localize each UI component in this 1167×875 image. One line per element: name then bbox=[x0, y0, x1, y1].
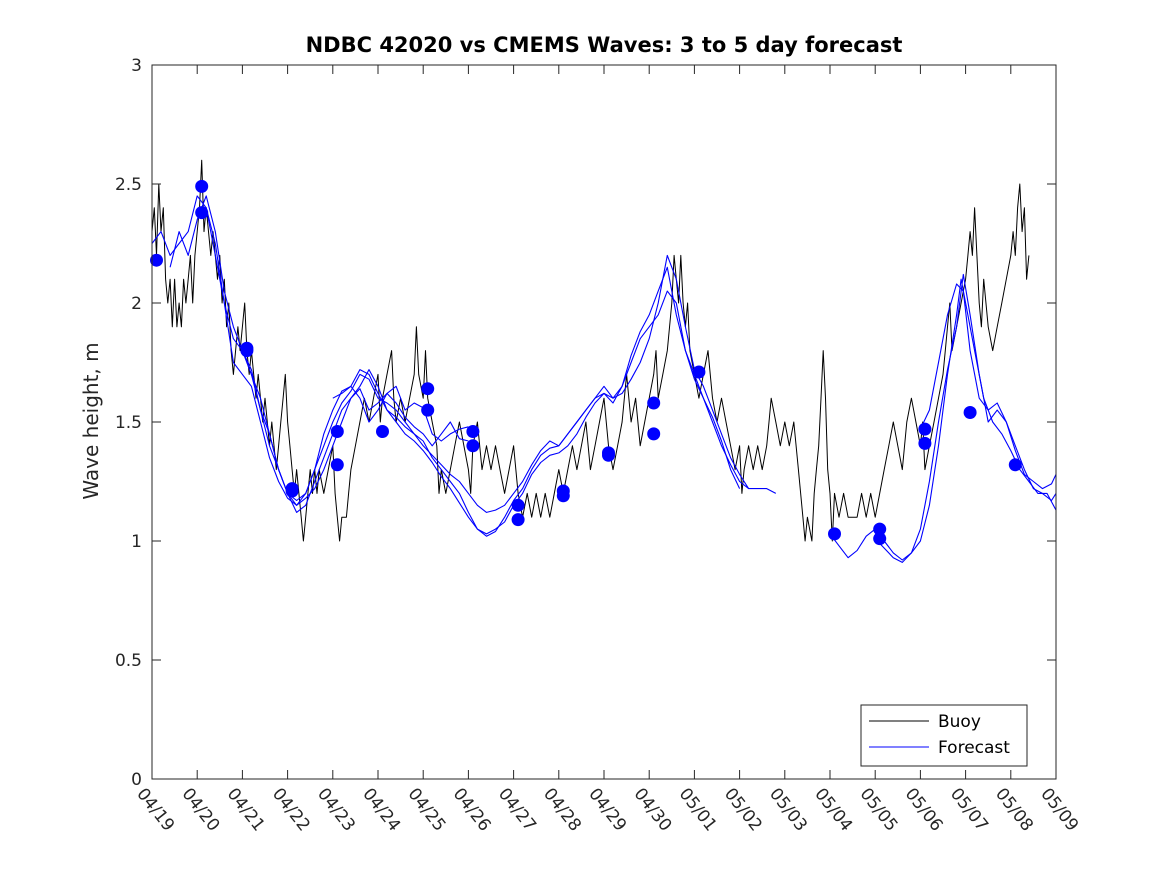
forecast-marker-25 bbox=[873, 532, 887, 546]
series-line-forecast-3 bbox=[241, 290, 749, 535]
y-axis-label: Wave height, m bbox=[79, 342, 103, 499]
x-tick-label: 04/21 bbox=[223, 784, 269, 835]
x-tick-label: 04/23 bbox=[313, 784, 359, 835]
series-line-forecast-4 bbox=[332, 266, 741, 537]
y-axis: 0 0.5 1 1.5 2 2.5 3 bbox=[115, 56, 1056, 790]
forecast-marker-8 bbox=[330, 458, 344, 472]
series-line-forecast-2 bbox=[196, 207, 777, 513]
forecast-marker-12 bbox=[466, 425, 480, 438]
x-tick-label: 05/09 bbox=[1036, 784, 1082, 835]
forecast-marker-7 bbox=[330, 425, 344, 438]
forecast-marker-9 bbox=[376, 425, 389, 438]
legend-label-forecast: Forecast bbox=[938, 738, 1010, 758]
x-tick-label: 05/08 bbox=[991, 784, 1037, 835]
legend-label-buoy: Buoy bbox=[938, 712, 981, 732]
series-line-forecast-7 bbox=[919, 283, 1057, 502]
forecast-marker-28 bbox=[963, 406, 977, 419]
y-tick-label: 3 bbox=[131, 56, 142, 76]
legend-box bbox=[860, 704, 1028, 767]
x-tick-label: 04/19 bbox=[132, 784, 178, 835]
legend: Buoy Forecast bbox=[860, 704, 1028, 767]
y-tick-label: 1.5 bbox=[115, 413, 142, 433]
plot-area bbox=[152, 65, 1056, 779]
forecast-marker-24 bbox=[873, 522, 887, 536]
forecast-marker-23 bbox=[828, 527, 841, 541]
x-tick-label: 04/27 bbox=[494, 784, 540, 835]
y-tick-label: 2.5 bbox=[115, 175, 142, 195]
x-tick-label: 04/22 bbox=[268, 784, 314, 835]
x-tick-label: 05/07 bbox=[946, 784, 992, 835]
forecast-marker-21 bbox=[647, 427, 661, 441]
series-line-forecast-1 bbox=[169, 195, 469, 502]
forecast-marker-1 bbox=[195, 179, 209, 193]
y-tick-label: 0 bbox=[131, 770, 142, 790]
forecast-marker-22 bbox=[692, 365, 706, 379]
y-tick-label: 2 bbox=[131, 294, 142, 314]
forecast-marker-2 bbox=[195, 206, 209, 220]
forecast-marker-6 bbox=[285, 484, 299, 498]
x-tick-label: 05/03 bbox=[765, 784, 811, 835]
forecast-marker-14 bbox=[511, 498, 525, 512]
forecast-marker-13 bbox=[466, 439, 480, 453]
x-tick-label: 04/29 bbox=[584, 784, 630, 835]
forecast-marker-20 bbox=[647, 396, 661, 410]
x-tick-label: 05/01 bbox=[675, 784, 721, 835]
x-tick-label: 05/02 bbox=[720, 784, 766, 835]
x-tick-label: 04/25 bbox=[404, 784, 450, 835]
y-tick-label: 0.5 bbox=[115, 651, 142, 671]
forecast-marker-11 bbox=[421, 403, 435, 417]
forecast-marker-15 bbox=[511, 513, 525, 527]
forecast-marker-27 bbox=[918, 436, 932, 450]
x-tick-label: 04/24 bbox=[358, 784, 404, 835]
forecast-marker-17 bbox=[556, 489, 570, 503]
forecast-marker-29 bbox=[1008, 458, 1022, 472]
x-tick-label: 05/04 bbox=[810, 784, 856, 835]
forecast-marker-26 bbox=[918, 422, 932, 436]
x-tick-label: 04/20 bbox=[178, 784, 224, 835]
data-layer bbox=[150, 159, 1057, 563]
x-tick-label: 05/06 bbox=[901, 784, 947, 835]
forecast-marker-19 bbox=[602, 448, 615, 462]
forecast-marker-10 bbox=[421, 382, 435, 396]
forecast-marker-4 bbox=[240, 344, 254, 358]
x-tick-label: 04/28 bbox=[539, 784, 585, 835]
x-tick-label: 04/26 bbox=[449, 784, 495, 835]
x-tick-label: 05/05 bbox=[856, 784, 902, 835]
forecast-marker-0 bbox=[150, 253, 163, 267]
chart-title: NDBC 42020 vs CMEMS Waves: 3 to 5 day fo… bbox=[306, 33, 903, 57]
x-tick-label: 04/30 bbox=[630, 784, 676, 835]
y-tick-label: 1 bbox=[131, 532, 142, 552]
